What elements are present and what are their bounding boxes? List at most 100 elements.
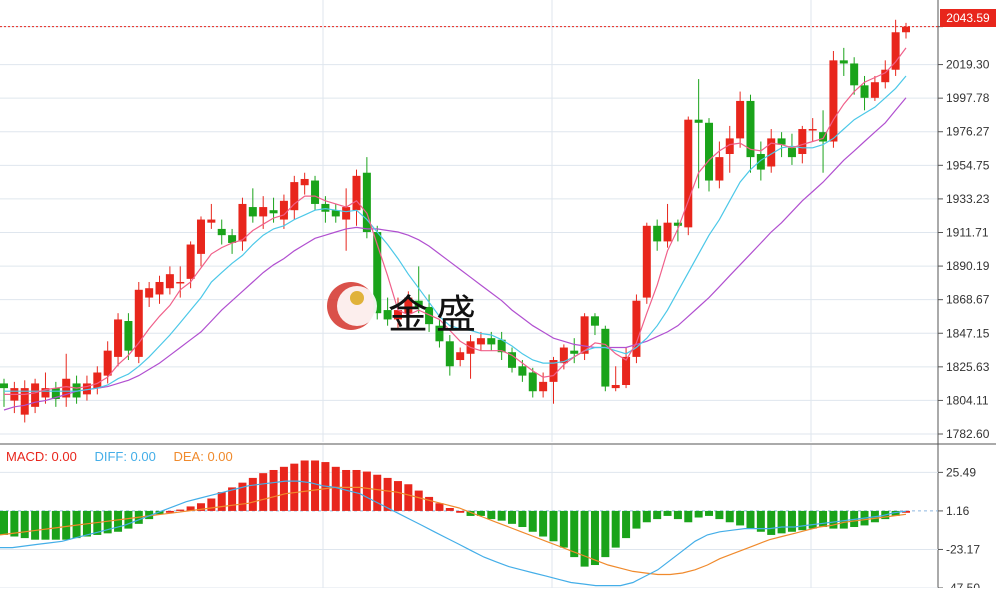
diff-line	[0, 480, 907, 587]
candle-body	[311, 180, 320, 204]
macd-bar	[331, 466, 340, 511]
candle-body	[715, 157, 724, 181]
macd-bar	[580, 510, 589, 567]
candle-body	[725, 138, 734, 154]
candle-body	[238, 203, 247, 242]
macd-bar	[767, 510, 776, 535]
candle-body	[20, 388, 29, 415]
candle-body	[632, 300, 641, 357]
candle-body	[601, 328, 610, 387]
macd-bar	[559, 510, 568, 548]
candle-body	[798, 129, 807, 154]
candle-body	[456, 352, 465, 361]
candle-body	[393, 310, 402, 320]
macd-bar	[103, 510, 112, 534]
macd-bar	[653, 510, 662, 520]
macd-bar	[41, 510, 50, 540]
price-tick-label: 1933.23	[946, 192, 990, 206]
macd-bar	[373, 474, 382, 511]
macd-bar	[508, 510, 517, 524]
macd-bar	[217, 492, 226, 511]
candle-body	[694, 119, 703, 123]
price-tick-label: 1954.75	[946, 158, 990, 172]
price-tick-label: 1911.71	[946, 225, 989, 239]
candle-body	[41, 388, 50, 398]
macd-bar	[902, 510, 910, 513]
macd-legend: MACD: 0.00 DIFF: 0.00 DEA: 0.00	[6, 449, 247, 464]
macd-bar	[632, 510, 641, 529]
candle-body	[31, 383, 40, 407]
macd-bar	[0, 510, 8, 535]
price-tick-label: 1868.67	[946, 293, 990, 307]
macd-bar	[839, 510, 848, 529]
ma20-line	[3, 97, 907, 411]
macd-bar	[51, 510, 60, 540]
candle-body	[611, 384, 620, 389]
candle-body	[279, 200, 288, 220]
macd-bar	[497, 510, 506, 521]
candle-body	[663, 222, 672, 242]
macd-bar	[435, 503, 444, 511]
macd-bar	[746, 510, 755, 529]
price-tick-label: 1782.60	[946, 427, 990, 441]
candle-body	[269, 210, 278, 214]
candle-body	[570, 350, 579, 354]
candle-body	[808, 129, 817, 131]
macd-bar	[352, 469, 361, 511]
ma5-line	[4, 47, 907, 395]
macd-bar	[279, 466, 288, 511]
macd-bar	[456, 510, 465, 513]
candle-body	[290, 182, 299, 211]
candle-body	[539, 381, 548, 392]
macd-bar	[725, 510, 734, 523]
macd-bar	[207, 498, 216, 511]
price-tick-label: 1825.63	[946, 360, 990, 374]
price-tick-label: 1890.19	[946, 259, 990, 273]
candle-body	[51, 388, 60, 400]
ma10-line	[4, 75, 907, 392]
candle-body	[767, 138, 776, 167]
candle-body	[352, 175, 361, 211]
macd-bar	[777, 510, 786, 534]
candle-body	[383, 310, 392, 320]
candle-body	[891, 32, 900, 70]
candle-body	[435, 325, 444, 342]
macd-bar	[445, 508, 454, 511]
macd-bar	[476, 510, 485, 516]
candle-body	[850, 63, 859, 86]
macd-bar	[590, 510, 599, 566]
candle-body	[476, 338, 485, 345]
macd-bar	[539, 510, 548, 537]
candle-body	[497, 339, 506, 353]
candle-body	[881, 69, 890, 83]
macd-bar	[155, 510, 164, 515]
candle-body	[787, 147, 796, 158]
candle-body	[487, 338, 496, 345]
macd-bar	[694, 510, 703, 518]
logo-icon	[327, 282, 377, 330]
macd-bar	[186, 506, 195, 511]
candle-body	[902, 26, 910, 33]
macd-legend-label: MACD: 0.00	[6, 449, 77, 464]
macd-bar	[10, 510, 19, 537]
macd-bar	[269, 469, 278, 511]
candle-body	[705, 122, 714, 181]
price-tick-label: 1804.11	[946, 393, 989, 407]
candle-body	[300, 178, 309, 186]
candle-body	[684, 119, 693, 228]
macd-bar	[808, 510, 817, 529]
candle-body	[829, 60, 838, 142]
candle-body	[580, 316, 589, 354]
macd-bar	[570, 510, 579, 558]
candle-body	[217, 228, 226, 236]
macd-bar	[756, 510, 765, 532]
macd-bar	[124, 510, 133, 529]
watermark-text: 金盛	[388, 292, 484, 338]
macd-bar	[259, 473, 268, 511]
candle-body	[72, 383, 81, 398]
candle-body	[82, 383, 91, 395]
candle-body	[653, 225, 662, 242]
candle-body	[736, 100, 745, 139]
price-tick-label: 1847.15	[946, 326, 990, 340]
